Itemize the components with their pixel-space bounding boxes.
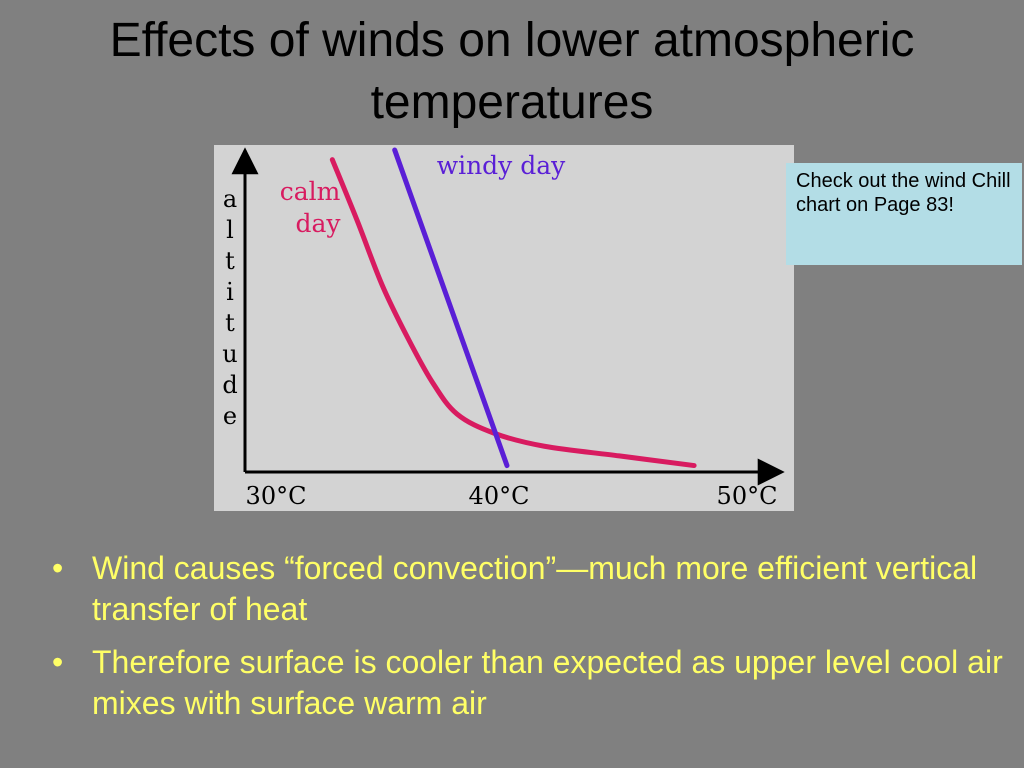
y-axis-label-letter: a: [223, 185, 237, 213]
series-label-windy-day: windy day: [437, 151, 566, 180]
x-tick-labels: 30°C 40°C 50°C: [246, 482, 778, 510]
slide-title-line2: temperatures: [370, 76, 654, 129]
bullet-item-surface-cooler: • Therefore surface is cooler than expec…: [52, 642, 1012, 724]
slide-title: Effects of winds on lower atmospheric te…: [0, 10, 1024, 134]
bullet-marker: •: [52, 550, 64, 586]
series-labels: calm day windy day: [280, 151, 566, 238]
series-label-calm-day-line2: day: [295, 209, 341, 238]
y-axis-label-letter: i: [226, 278, 234, 306]
series-line-windy-day: [392, 147, 510, 469]
bullet-text: Wind causes “forced convection”—much mor…: [92, 550, 978, 627]
wind-chill-callout: Check out the wind Chill chart on Page 8…: [786, 163, 1022, 265]
x-tick-label: 40°C: [469, 482, 530, 510]
bullet-list: • Wind causes “forced convection”—much m…: [52, 548, 1012, 736]
y-axis-label-letter: l: [226, 216, 234, 244]
series-line-calm-day: [329, 157, 697, 469]
slide-title-line1: Effects of winds on lower atmospheric: [109, 14, 915, 67]
y-axis-label-letter: t: [225, 309, 235, 337]
y-axis-label-letter: d: [222, 371, 237, 399]
series-lines: [329, 147, 697, 469]
bullet-text: Therefore surface is cooler than expecte…: [92, 644, 1003, 721]
series-label-calm-day: calm: [280, 177, 341, 206]
bullet-marker: •: [52, 644, 64, 680]
x-tick-label: 30°C: [246, 482, 307, 510]
y-axis-label-letter: t: [225, 247, 235, 275]
x-tick-label: 50°C: [717, 482, 778, 510]
bullet-item-forced-convection: • Wind causes “forced convection”—much m…: [52, 548, 1012, 630]
y-axis-label-letter: e: [223, 402, 237, 430]
y-axis-label-letter: u: [222, 340, 237, 368]
